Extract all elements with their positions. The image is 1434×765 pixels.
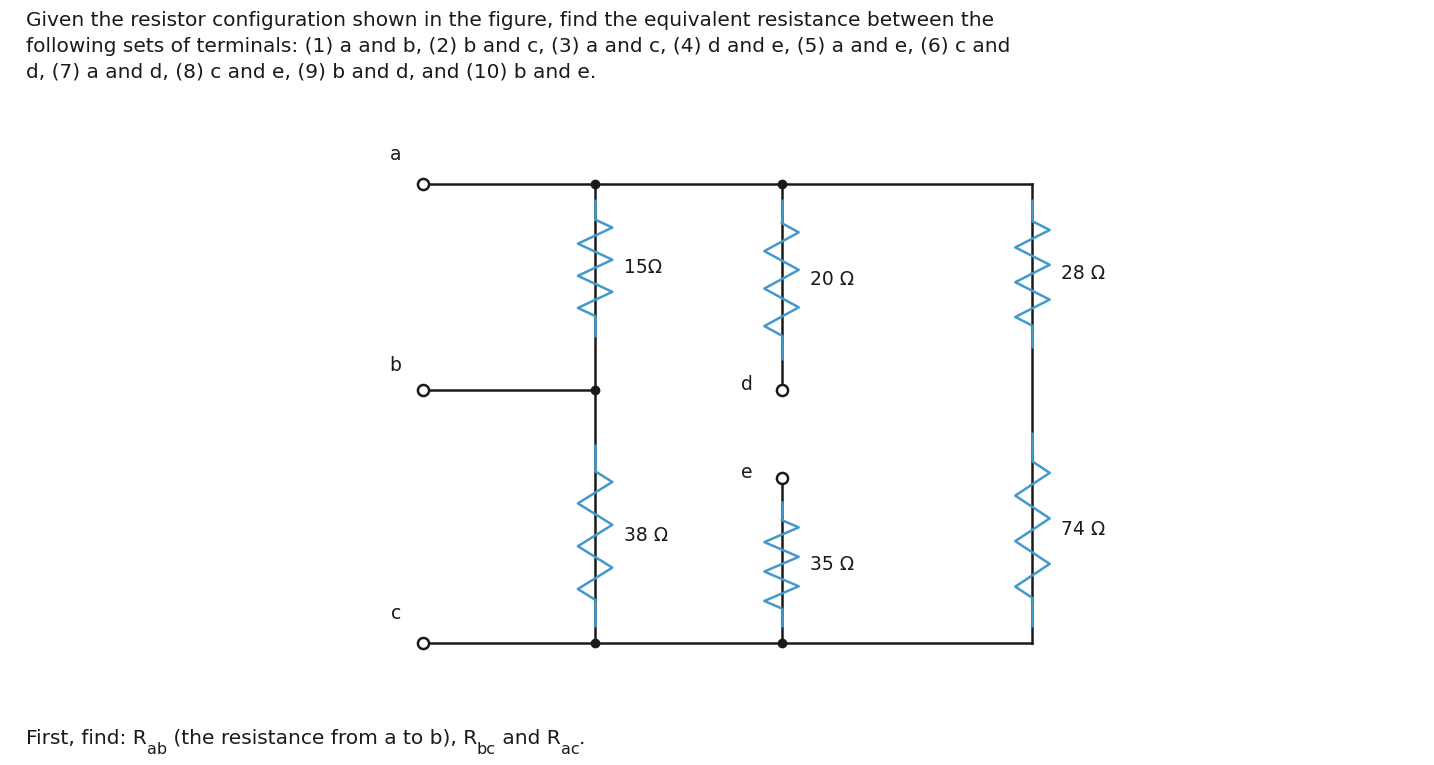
Text: 28 Ω: 28 Ω: [1061, 264, 1106, 283]
Text: b: b: [390, 356, 402, 375]
Text: .: .: [579, 728, 585, 747]
Text: 20 Ω: 20 Ω: [810, 270, 855, 288]
Text: Given the resistor configuration shown in the figure, find the equivalent resist: Given the resistor configuration shown i…: [26, 11, 1010, 82]
Text: 38 Ω: 38 Ω: [624, 526, 668, 545]
Text: 15Ω: 15Ω: [624, 259, 663, 277]
Text: and R: and R: [496, 728, 561, 747]
Text: 74 Ω: 74 Ω: [1061, 520, 1106, 539]
Text: 35 Ω: 35 Ω: [810, 555, 855, 574]
Text: e: e: [741, 463, 753, 481]
Text: d: d: [741, 375, 753, 393]
Text: First, find: R: First, find: R: [26, 728, 146, 747]
Text: ab: ab: [146, 741, 166, 757]
Text: ac: ac: [561, 741, 579, 757]
Text: c: c: [391, 604, 402, 623]
Text: a: a: [390, 145, 402, 164]
Text: bc: bc: [478, 741, 496, 757]
Text: (the resistance from a to b), R: (the resistance from a to b), R: [166, 728, 478, 747]
